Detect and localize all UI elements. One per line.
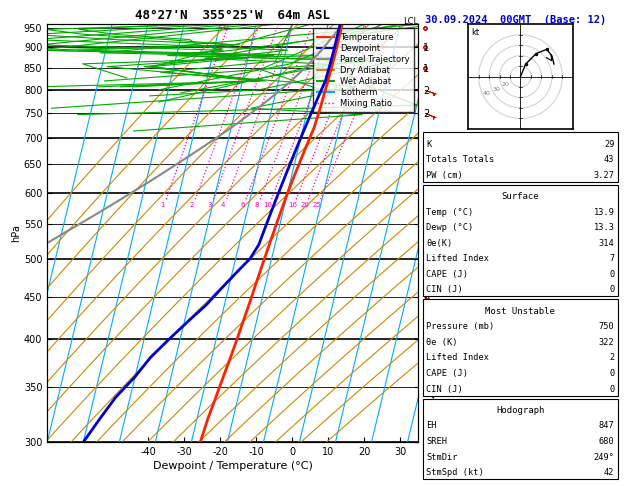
Text: 30: 30 [493, 87, 500, 92]
Text: 25: 25 [313, 203, 321, 208]
Text: LCL: LCL [403, 17, 418, 26]
Text: 43: 43 [604, 155, 615, 164]
Text: CIN (J): CIN (J) [426, 285, 463, 295]
Text: CIN (J): CIN (J) [426, 384, 463, 394]
Text: Temp (°C): Temp (°C) [426, 208, 474, 217]
Text: 3: 3 [208, 203, 212, 208]
Text: 30.09.2024  00GMT  (Base: 12): 30.09.2024 00GMT (Base: 12) [425, 15, 606, 25]
Text: 16: 16 [288, 203, 297, 208]
Y-axis label: hPa: hPa [11, 225, 21, 242]
Text: 2: 2 [610, 353, 615, 363]
Text: 13.3: 13.3 [594, 223, 615, 232]
Text: θe(K): θe(K) [426, 239, 453, 248]
Text: CAPE (J): CAPE (J) [426, 270, 469, 279]
Text: Lifted Index: Lifted Index [426, 353, 489, 363]
Text: 20: 20 [300, 203, 309, 208]
Text: EH: EH [426, 421, 437, 431]
Text: 29: 29 [604, 139, 615, 149]
Text: 4: 4 [221, 203, 225, 208]
Y-axis label: km
ASL: km ASL [445, 223, 464, 244]
X-axis label: Dewpoint / Temperature (°C): Dewpoint / Temperature (°C) [153, 461, 313, 471]
Title: 48°27'N  355°25'W  64m ASL: 48°27'N 355°25'W 64m ASL [135, 9, 330, 22]
Text: 0: 0 [610, 270, 615, 279]
Text: 0: 0 [610, 384, 615, 394]
Text: 249°: 249° [594, 452, 615, 462]
Text: SREH: SREH [426, 437, 447, 446]
Text: Surface: Surface [501, 192, 539, 201]
Text: 8: 8 [254, 203, 259, 208]
Text: Hodograph: Hodograph [496, 406, 544, 415]
Text: 750: 750 [599, 322, 615, 331]
Text: Most Unstable: Most Unstable [485, 307, 555, 316]
Text: StmSpd (kt): StmSpd (kt) [426, 468, 484, 477]
Text: 20: 20 [502, 82, 509, 87]
Text: Totals Totals: Totals Totals [426, 155, 495, 164]
Text: θe (K): θe (K) [426, 338, 458, 347]
Text: kt: kt [471, 29, 479, 37]
Text: Mixing Ratio (g/kg): Mixing Ratio (g/kg) [433, 200, 442, 286]
Text: 42: 42 [604, 468, 615, 477]
Text: 7: 7 [610, 254, 615, 263]
Text: CAPE (J): CAPE (J) [426, 369, 469, 378]
Text: 40: 40 [483, 91, 491, 96]
Text: Lifted Index: Lifted Index [426, 254, 489, 263]
Text: Dewp (°C): Dewp (°C) [426, 223, 474, 232]
Text: 314: 314 [599, 239, 615, 248]
Text: 322: 322 [599, 338, 615, 347]
Text: 6: 6 [240, 203, 245, 208]
Legend: Temperature, Dewpoint, Parcel Trajectory, Dry Adiabat, Wet Adiabat, Isotherm, Mi: Temperature, Dewpoint, Parcel Trajectory… [313, 29, 414, 112]
Text: 0: 0 [610, 369, 615, 378]
Text: Pressure (mb): Pressure (mb) [426, 322, 495, 331]
Text: 3.27: 3.27 [594, 171, 615, 180]
Text: 10: 10 [264, 203, 272, 208]
Text: 2: 2 [190, 203, 194, 208]
Text: 0: 0 [610, 285, 615, 295]
Text: StmDir: StmDir [426, 452, 458, 462]
Text: 680: 680 [599, 437, 615, 446]
Text: 1: 1 [160, 203, 165, 208]
Text: © weatheronline.co.uk: © weatheronline.co.uk [472, 471, 569, 480]
Text: 847: 847 [599, 421, 615, 431]
Text: PW (cm): PW (cm) [426, 171, 463, 180]
Text: 13.9: 13.9 [594, 208, 615, 217]
Text: K: K [426, 139, 431, 149]
